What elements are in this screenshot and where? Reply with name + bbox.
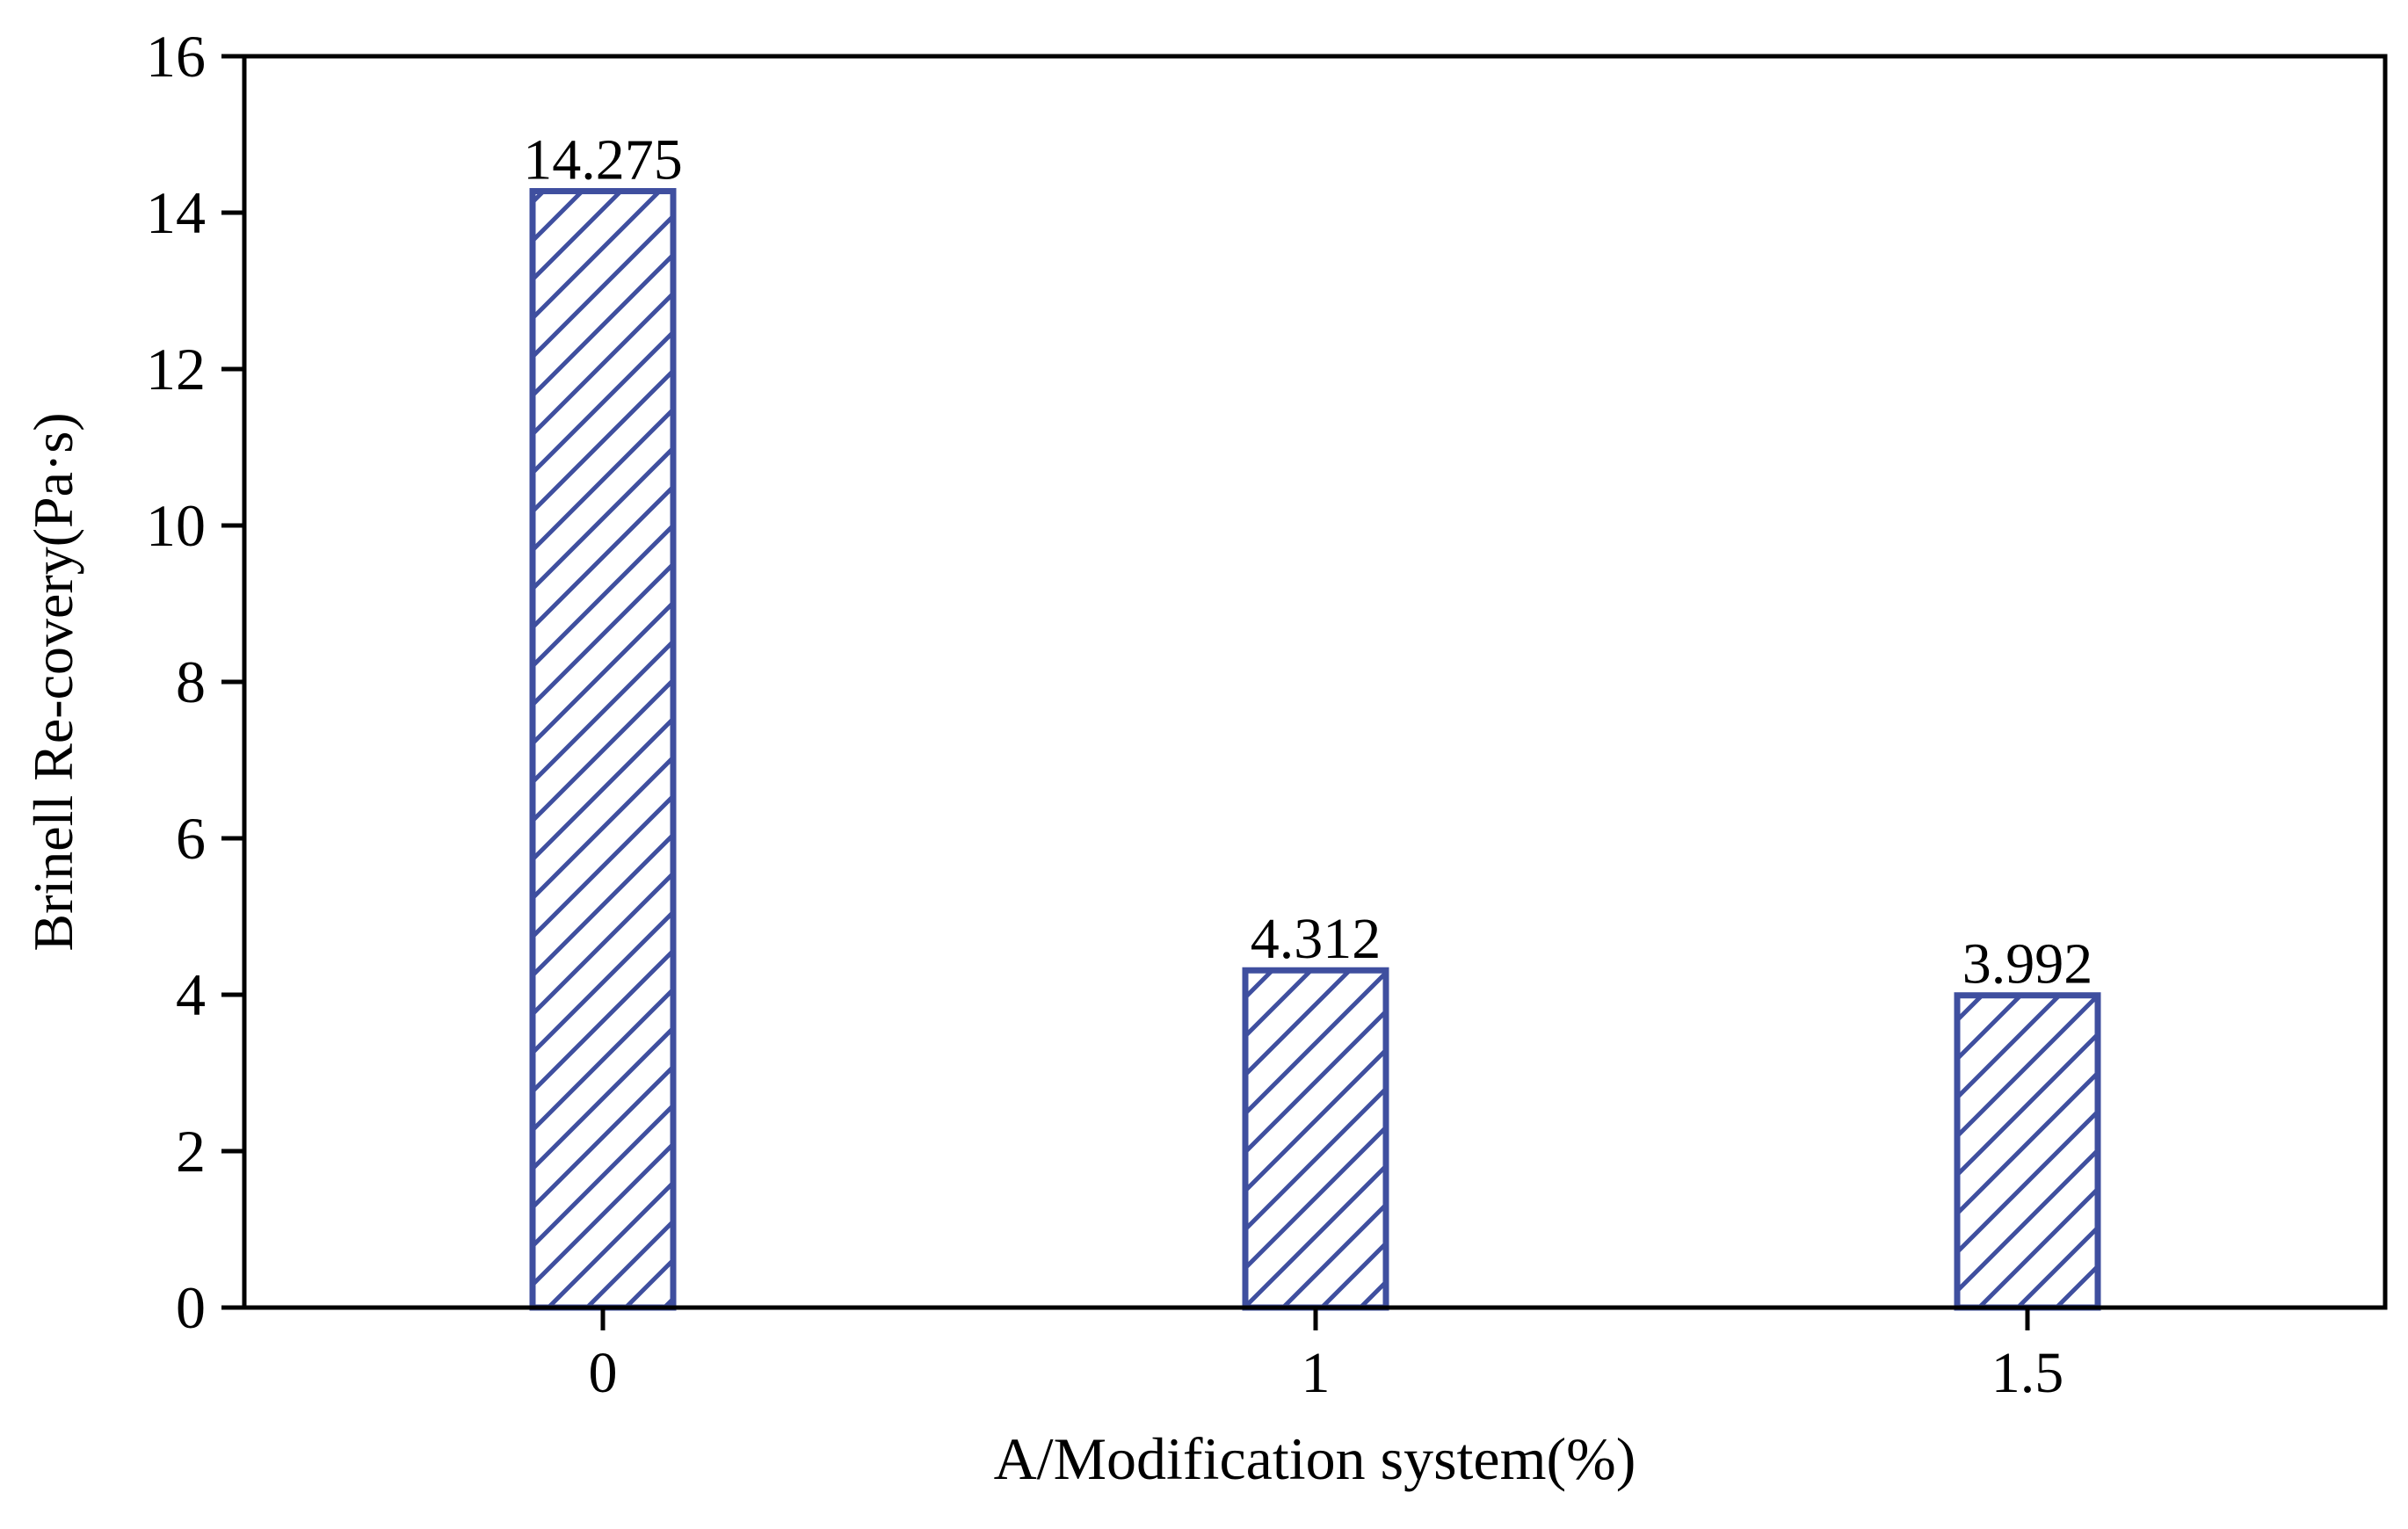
- y-tick-label: 8: [176, 649, 206, 715]
- bars: [529, 188, 2101, 1311]
- y-tick-label: 6: [176, 805, 206, 872]
- bar: [1954, 992, 2101, 1311]
- bar-value-label: 14.275: [523, 128, 683, 192]
- x-tick-label: 0: [589, 1341, 618, 1405]
- bar-value-label: 3.992: [1962, 932, 2093, 996]
- data-labels: 14.275 4.312 3.992: [523, 128, 2092, 996]
- bar: [529, 188, 677, 1311]
- y-tick-label: 12: [146, 336, 206, 402]
- x-axis-title: A/Modification system(%): [994, 1425, 1636, 1492]
- x-tick-label: 1.5: [1991, 1341, 2064, 1405]
- x-axis: 0 1 1.5: [589, 1308, 2064, 1405]
- bar-value-label: 4.312: [1251, 907, 1382, 971]
- y-tick-label: 16: [146, 23, 206, 90]
- x-tick-label: 1: [1302, 1341, 1331, 1405]
- y-tick-label: 4: [176, 961, 206, 1028]
- y-axis-title: Brinell Re-covery(Pa·s): [22, 412, 84, 951]
- y-tick-label: 2: [176, 1118, 206, 1185]
- y-tick-label: 0: [176, 1274, 206, 1341]
- y-axis: 0 2 4 6 8 10 12 14 16: [146, 23, 244, 1341]
- y-tick-label: 10: [146, 492, 206, 559]
- bar: [1242, 967, 1389, 1311]
- y-tick-label: 14: [146, 179, 206, 246]
